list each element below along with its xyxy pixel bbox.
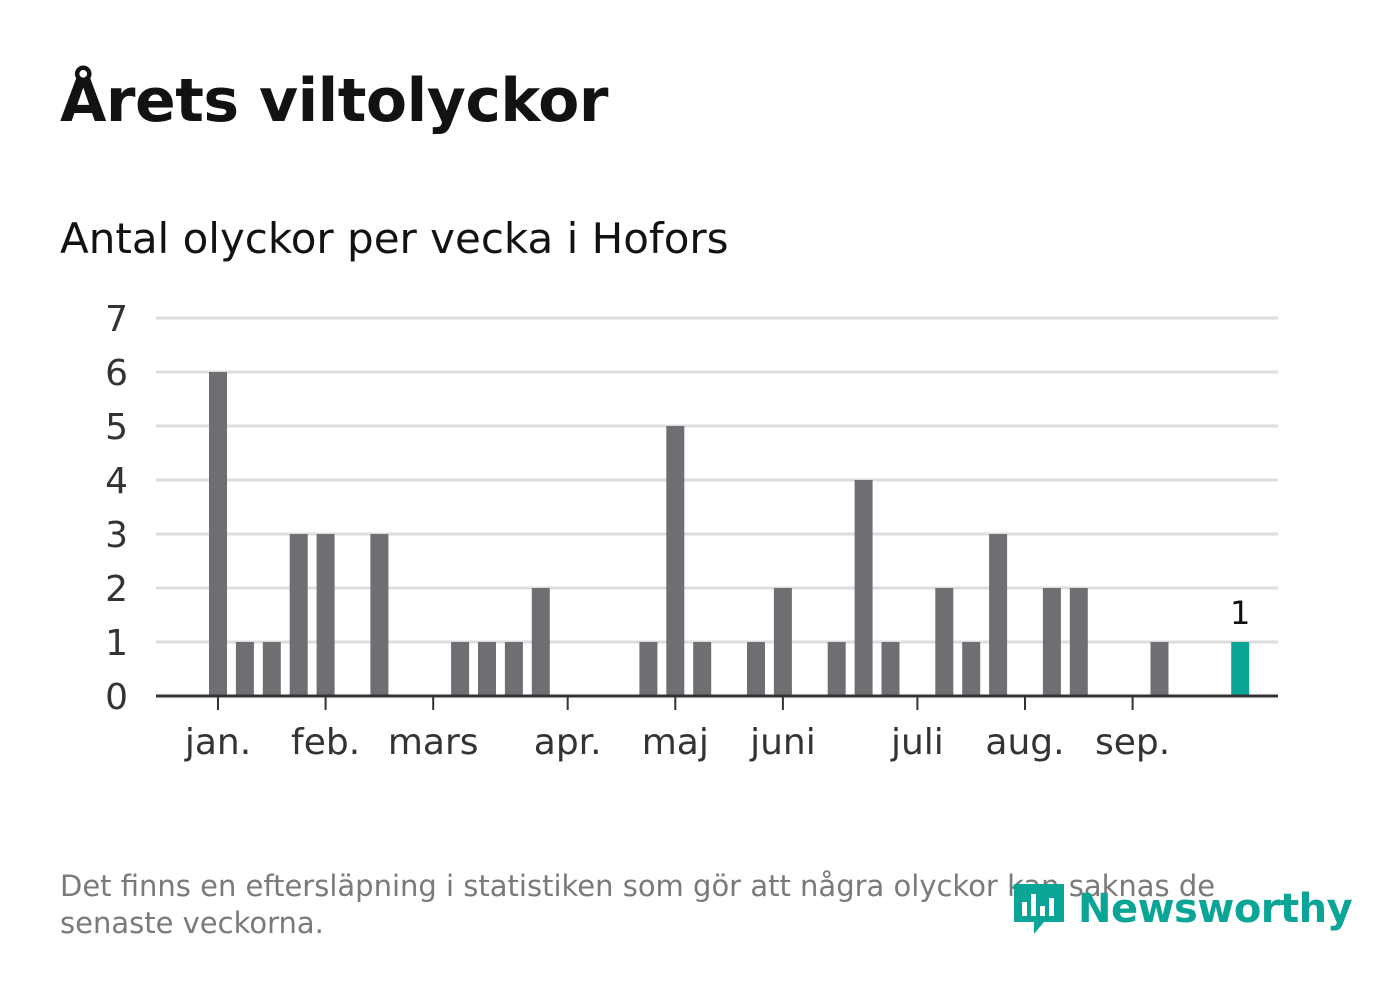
x-tick-label: juli: [890, 722, 944, 763]
x-tick-label: sep.: [1095, 722, 1170, 763]
bar: [854, 480, 873, 696]
bar: [370, 534, 389, 696]
x-tick-label: aug.: [985, 722, 1064, 763]
y-tick-label: 1: [105, 623, 128, 664]
y-tick-label: 3: [105, 515, 128, 556]
bar: [316, 534, 335, 696]
y-tick-label: 7: [105, 299, 128, 340]
y-tick-label: 0: [105, 677, 128, 718]
bar: [747, 642, 765, 696]
bar: [773, 588, 792, 696]
bar: [639, 642, 658, 696]
data-labels: 1: [1230, 594, 1250, 632]
bar: [451, 642, 470, 696]
bars: [209, 372, 1250, 696]
x-tick-label: mars: [388, 722, 479, 763]
bar: [262, 642, 281, 696]
bar: [827, 642, 846, 696]
x-tick-label: maj: [642, 722, 709, 763]
chart-title: Årets viltolyckor: [60, 66, 609, 136]
bar: [962, 642, 981, 696]
x-axis-ticks: jan. feb. mars apr. maj juni juli aug. sep.: [184, 696, 1170, 763]
y-tick-label: 6: [105, 353, 128, 394]
bar: [478, 642, 496, 696]
bar: [209, 372, 227, 696]
y-tick-label: 4: [105, 461, 128, 502]
bar: [881, 642, 900, 696]
bar: [989, 534, 1008, 696]
bar: [1042, 588, 1061, 696]
bar: [1150, 642, 1169, 696]
bar: [504, 642, 523, 696]
bar: [666, 426, 685, 696]
bar: [935, 588, 954, 696]
bar-chart-speech-bubble-icon: [1014, 884, 1064, 934]
bar: [1069, 588, 1088, 696]
y-axis-ticks: 0 1 2 3 4 5 6 7: [105, 299, 128, 718]
bar: [289, 534, 308, 696]
bar: [693, 642, 712, 696]
newsworthy-logo: Newsworthy: [1010, 880, 1353, 938]
y-tick-label: 2: [105, 569, 128, 610]
x-tick-label: juni: [749, 722, 816, 763]
bar: [235, 642, 254, 696]
bar-highlight: [1231, 642, 1250, 696]
x-tick-label: apr.: [534, 722, 602, 763]
y-tick-label: 5: [105, 407, 128, 448]
grid-lines: [156, 316, 1278, 644]
data-label: 1: [1230, 594, 1250, 632]
x-tick-label: feb.: [291, 722, 360, 763]
x-tick-label: jan.: [184, 722, 251, 763]
chart-subtitle: Antal olyckor per vecka i Hofors: [60, 214, 729, 263]
logo-text: Newsworthy: [1078, 886, 1353, 932]
bar: [531, 588, 550, 696]
